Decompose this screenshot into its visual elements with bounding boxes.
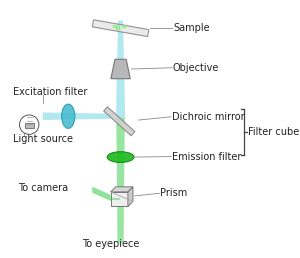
Polygon shape (117, 214, 124, 243)
Text: Excitation filter: Excitation filter (14, 87, 88, 97)
Circle shape (20, 115, 39, 134)
Polygon shape (128, 187, 133, 206)
Circle shape (113, 25, 116, 28)
Ellipse shape (61, 104, 75, 128)
Polygon shape (104, 107, 135, 136)
Ellipse shape (107, 152, 134, 163)
Text: Dichroic mirror: Dichroic mirror (172, 112, 244, 122)
Polygon shape (116, 117, 125, 156)
Circle shape (116, 25, 120, 30)
Polygon shape (111, 192, 128, 206)
Polygon shape (92, 187, 111, 201)
Text: To camera: To camera (18, 183, 68, 193)
Text: Sample: Sample (173, 23, 209, 33)
Polygon shape (92, 20, 149, 37)
Circle shape (117, 27, 119, 29)
Polygon shape (117, 156, 124, 214)
Text: Objective: Objective (173, 63, 219, 73)
Circle shape (123, 25, 126, 28)
Polygon shape (116, 21, 125, 117)
Text: Filter cube: Filter cube (248, 127, 299, 136)
Text: Prism: Prism (160, 188, 188, 198)
Text: Light source: Light source (14, 134, 74, 144)
Polygon shape (111, 187, 133, 192)
Polygon shape (43, 112, 112, 120)
Text: To eyepiece: To eyepiece (82, 239, 139, 249)
Polygon shape (111, 59, 130, 79)
Text: Emission filter: Emission filter (172, 151, 241, 162)
Circle shape (113, 26, 115, 27)
Circle shape (124, 26, 125, 27)
Bar (25, 123, 34, 128)
